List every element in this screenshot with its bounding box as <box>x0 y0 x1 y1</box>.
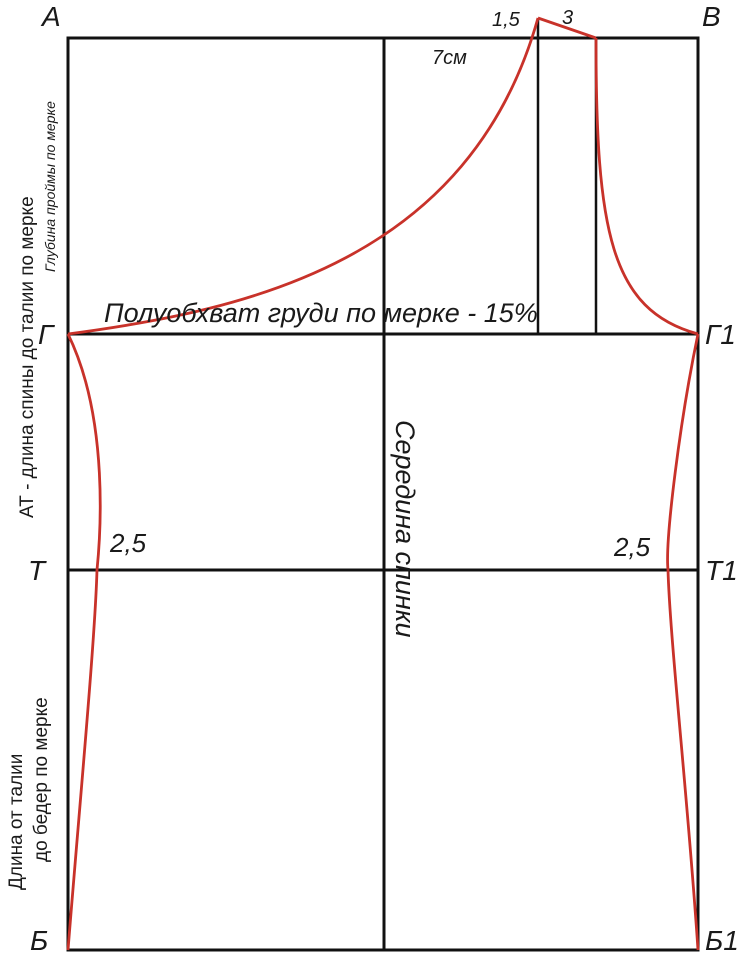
point-g: Г <box>38 319 55 350</box>
dim-three: 3 <box>562 7 573 29</box>
neck-curve <box>594 37 699 336</box>
back-length-label: АТ - длина спины до талии по мерке <box>17 196 38 518</box>
left-side-seam <box>66 333 102 951</box>
point-t: Т <box>28 555 47 586</box>
point-t1: Т1 <box>705 555 738 586</box>
dim-one-five: 1,5 <box>492 9 521 31</box>
hip-length-label-1: Длина от талии <box>6 754 27 890</box>
point-b: Б <box>30 925 48 955</box>
hip-length-label-2: до бедер по мерке <box>31 697 52 862</box>
point-g1: Г1 <box>705 319 736 350</box>
dim-seven-cm: 7см <box>432 47 467 69</box>
bust-label: Полуобхват груди по мерке - 15% <box>104 298 538 328</box>
shoulder-line <box>537 16 597 40</box>
back-middle-label: Середина спинки <box>390 420 420 638</box>
dim-left-waist: 2,5 <box>109 528 147 558</box>
armhole-depth-label: Глубина проймы по мерке <box>42 101 58 272</box>
right-side-seam <box>666 333 700 951</box>
dim-right-waist: 2,5 <box>613 532 651 562</box>
point-a: А <box>40 1 61 32</box>
point-b1: Б1 <box>705 925 739 955</box>
point-v: В <box>702 1 721 32</box>
armhole-curve <box>67 17 540 336</box>
